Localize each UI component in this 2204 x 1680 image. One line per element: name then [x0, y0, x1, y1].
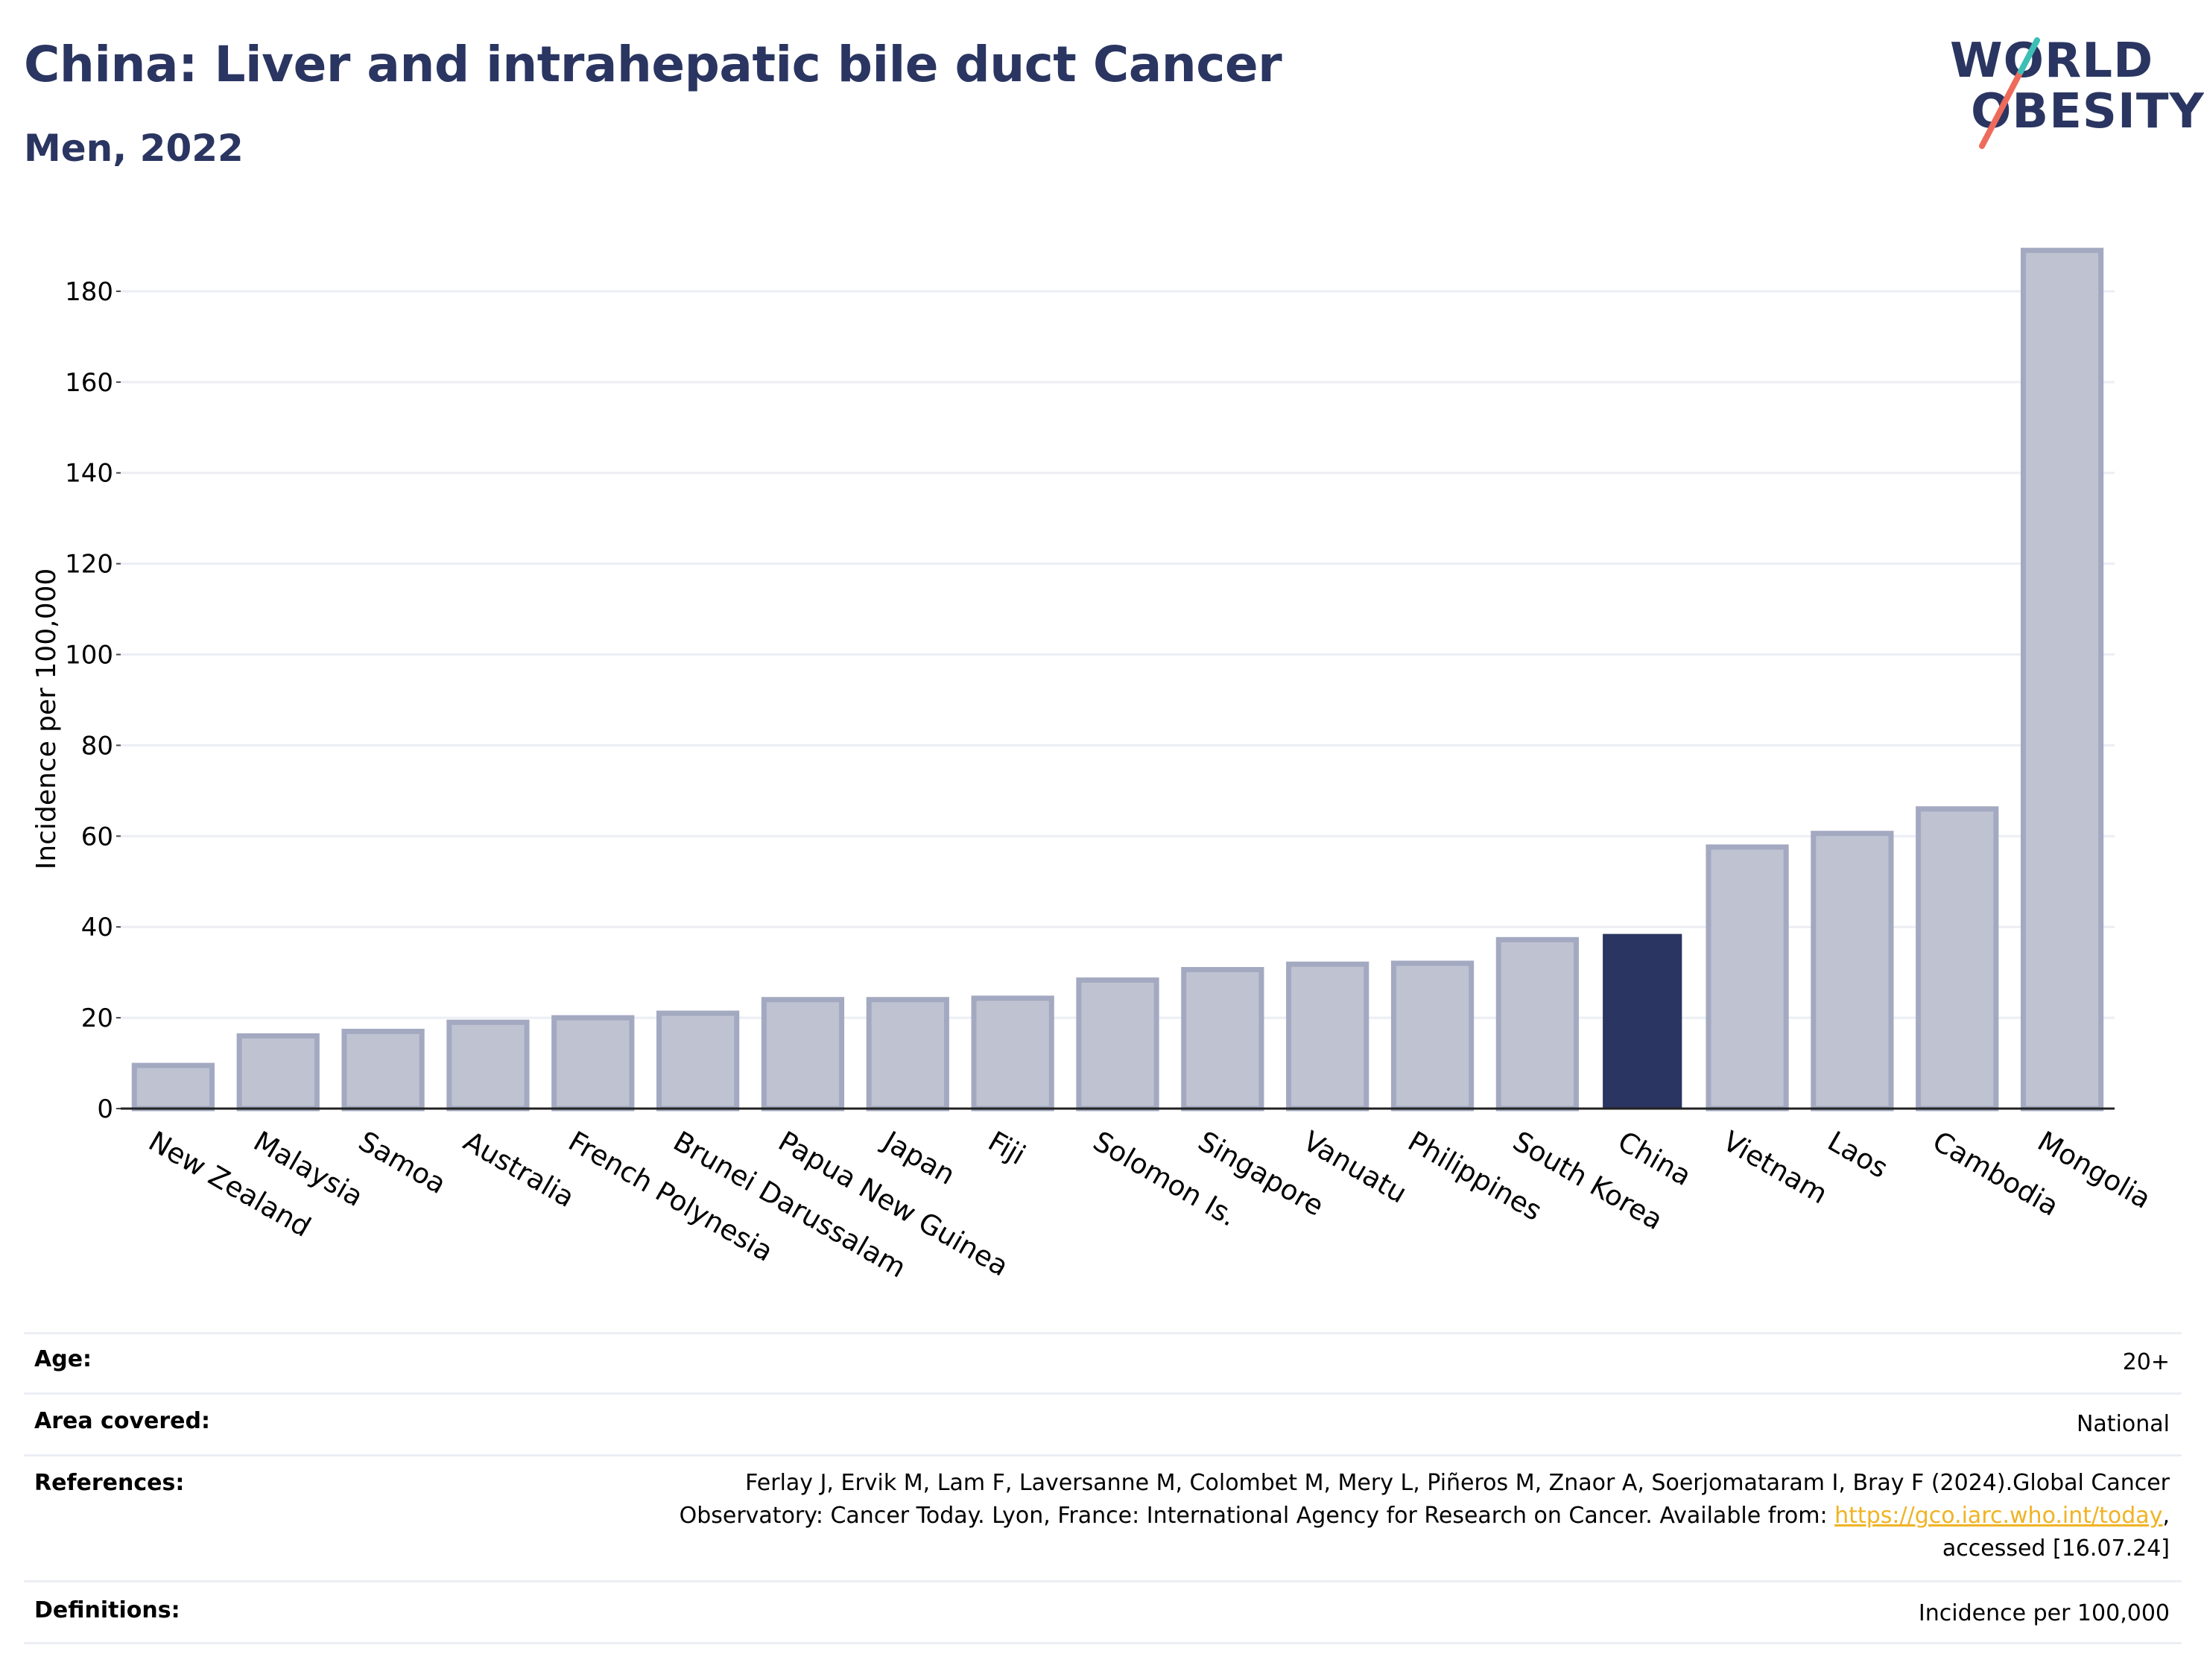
page-title: China: Liver and intrahepatic bile duct … — [24, 36, 1282, 93]
meta-value-references: Ferlay J, Ervik M, Lam F, Laversanne M, … — [24, 1456, 2182, 1565]
x-tick-label: Japan — [876, 1124, 960, 1191]
reference-line-1: Ferlay J, Ervik M, Lam F, Laversanne M, … — [745, 1470, 2170, 1496]
page-subtitle: Men, 2022 — [24, 127, 244, 170]
bar-laos — [1811, 831, 1894, 1112]
bar-papua-new-guinea — [761, 997, 845, 1112]
x-tick-label: Vietnam — [1717, 1125, 1833, 1210]
meta-value-definitions: Incidence per 100,000 — [1918, 1600, 2170, 1626]
y-tick-label: 80 — [81, 731, 113, 761]
logo-slash-icon — [1979, 37, 2040, 149]
bar-fiji — [971, 995, 1054, 1112]
reference-line-2: Observatory: Cancer Today. Lyon, France:… — [24, 1500, 2170, 1532]
bar-singapore — [1181, 967, 1264, 1112]
meta-row-references: References: Ferlay J, Ervik M, Lam F, La… — [24, 1454, 2182, 1580]
bar-brunei-darussalam — [656, 1010, 740, 1112]
meta-label-age: Age: — [34, 1346, 92, 1372]
x-tick-label: China — [1612, 1125, 1697, 1192]
bar-new-zealand — [131, 1062, 215, 1112]
y-axis-label: Incidence per 100,000 — [31, 568, 62, 870]
y-tick-label: 160 — [65, 368, 113, 398]
logo-word-1: WORLD — [1950, 34, 2154, 89]
bar-french-polynesia — [551, 1015, 635, 1112]
reference-line-2-end: , — [2162, 1503, 2170, 1529]
metadata-table: Age: 20+ Area covered: National Referenc… — [24, 1332, 2182, 1644]
meta-row-definitions: Definitions: Incidence per 100,000 — [24, 1580, 2182, 1644]
bar-vietnam — [1706, 844, 1789, 1112]
y-tick-label: 40 — [81, 913, 113, 942]
bars — [131, 247, 2104, 1112]
bar-japan — [866, 997, 949, 1112]
bar-vanuatu — [1286, 961, 1369, 1112]
bar-mongolia — [2020, 247, 2104, 1112]
x-tick-label: Laos — [1823, 1125, 1893, 1185]
x-tick-label: Fiji — [983, 1125, 1030, 1171]
y-tick-label: 60 — [81, 822, 113, 852]
bar-south-korea — [1495, 936, 1579, 1112]
reference-line-2-text: Observatory: Cancer Today. Lyon, France:… — [679, 1503, 1835, 1529]
bar-cambodia — [1916, 806, 1999, 1112]
y-tick-label: 20 — [81, 1004, 113, 1033]
meta-row-age: Age: 20+ — [24, 1332, 2182, 1392]
y-tick-label: 140 — [65, 459, 113, 489]
axes — [116, 290, 2115, 1110]
bar-philippines — [1390, 960, 1475, 1112]
reference-link[interactable]: https://gco.iarc.who.int/today — [1834, 1503, 2163, 1529]
meta-row-area: Area covered: National — [24, 1392, 2182, 1454]
world-obesity-logo: WORLD OBESITY — [1937, 34, 2204, 156]
bar-solomon-is- — [1076, 977, 1159, 1112]
meta-label-definitions: Definitions: — [34, 1597, 180, 1623]
bar-samoa — [341, 1028, 425, 1112]
y-tick-label: 180 — [65, 277, 113, 307]
meta-label-area: Area covered: — [34, 1408, 210, 1434]
bar-australia — [446, 1019, 530, 1112]
meta-value-age: 20+ — [2122, 1349, 2170, 1375]
x-tick-label: Australia — [458, 1125, 580, 1214]
y-tick-label: 120 — [65, 550, 113, 580]
bar-china — [1603, 933, 1682, 1109]
reference-line-3: accessed [16.07.24] — [1942, 1535, 2170, 1562]
y-tick-label: 100 — [65, 641, 113, 671]
x-tick-label: Samoa — [353, 1125, 452, 1200]
y-tick-label: 0 — [97, 1094, 113, 1124]
meta-label-references: References: — [34, 1470, 185, 1496]
bar-malaysia — [236, 1033, 320, 1112]
meta-value-area: National — [2076, 1411, 2170, 1437]
